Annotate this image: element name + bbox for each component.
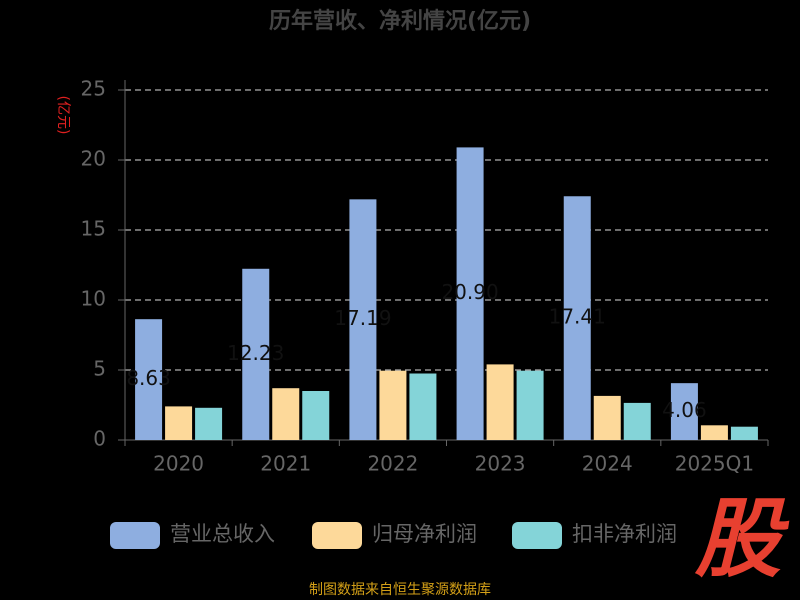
x-tick-label: 2021 bbox=[260, 452, 311, 476]
y-tick-label: 20 bbox=[81, 147, 106, 171]
bar bbox=[730, 426, 758, 440]
chart-title: 历年营收、净利情况(亿元) bbox=[269, 8, 531, 34]
bar bbox=[486, 364, 514, 440]
bar bbox=[623, 402, 651, 440]
y-axis-label: (亿元) bbox=[55, 96, 71, 135]
data-label: 17.41 bbox=[549, 305, 606, 329]
legend-swatch bbox=[110, 522, 160, 549]
bar bbox=[242, 268, 270, 440]
y-tick-label: 10 bbox=[81, 287, 106, 311]
bar bbox=[349, 199, 377, 440]
x-tick-label: 2024 bbox=[582, 452, 633, 476]
data-label: 4.06 bbox=[662, 398, 707, 422]
source-note: 制图数据来自恒生聚源数据库 bbox=[309, 582, 491, 598]
bar bbox=[700, 425, 728, 440]
bar bbox=[195, 407, 223, 440]
x-tick-label: 2022 bbox=[367, 452, 418, 476]
bar bbox=[670, 383, 698, 440]
y-tick-label: 15 bbox=[81, 217, 106, 241]
data-label: 12.23 bbox=[227, 341, 284, 365]
y-tick-label: 25 bbox=[81, 77, 106, 101]
x-tick-label: 2025Q1 bbox=[675, 452, 754, 476]
legend-label: 营业总收入 bbox=[170, 522, 275, 546]
logo: 股 bbox=[694, 489, 790, 589]
data-label: 20.90 bbox=[441, 280, 498, 304]
legend-label: 归母净利润 bbox=[372, 522, 477, 546]
bar bbox=[302, 391, 330, 440]
legend-swatch bbox=[312, 522, 362, 549]
y-tick-label: 5 bbox=[93, 357, 106, 381]
bar bbox=[563, 196, 591, 440]
y-tick-label: 0 bbox=[93, 427, 106, 451]
bar bbox=[516, 370, 544, 440]
data-label: 8.63 bbox=[126, 366, 171, 390]
legend-swatch bbox=[512, 522, 562, 549]
legend-label: 扣非净利润 bbox=[572, 522, 677, 546]
bar bbox=[409, 373, 437, 440]
bar bbox=[593, 395, 621, 440]
x-tick-label: 2020 bbox=[153, 452, 204, 476]
bar bbox=[379, 370, 407, 440]
bar bbox=[272, 388, 300, 440]
bar bbox=[456, 147, 484, 440]
data-label: 17.19 bbox=[334, 306, 391, 330]
bar bbox=[165, 406, 193, 440]
x-tick-label: 2023 bbox=[475, 452, 526, 476]
bar bbox=[135, 319, 163, 440]
